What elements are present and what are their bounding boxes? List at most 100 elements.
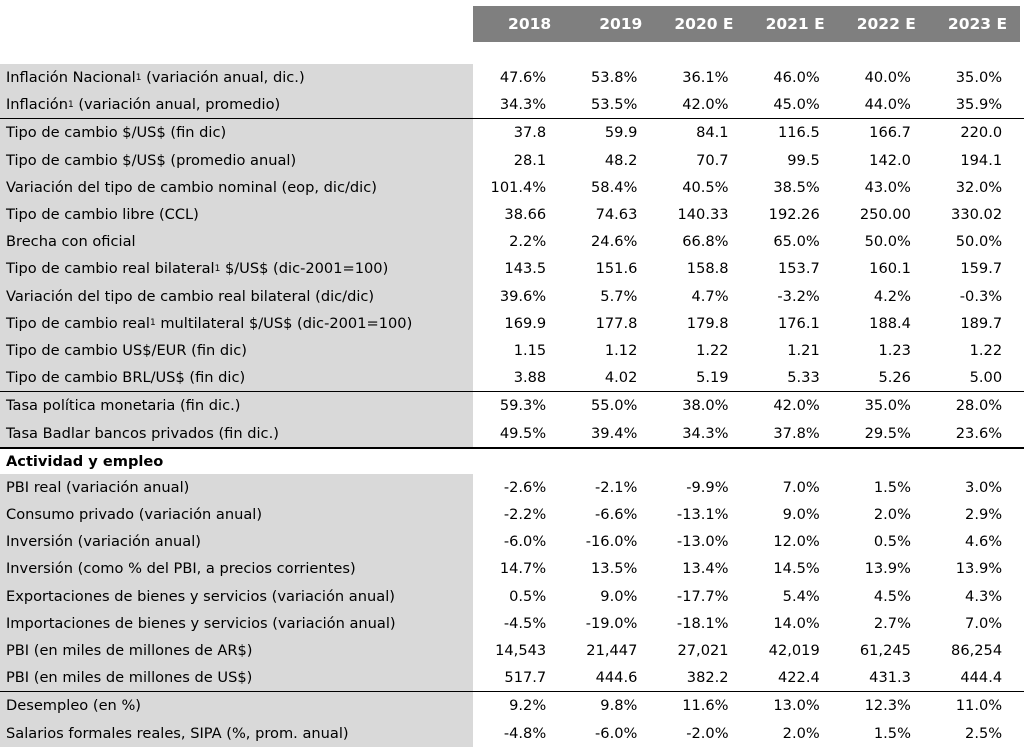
row-label: Tipo de cambio BRL/US$ (fin dic) [0, 364, 473, 392]
value-cell: 37.8 [513, 124, 547, 142]
value-cell: 5.00 [969, 369, 1003, 387]
row-label: Salarios formales reales, SIPA (%, prom.… [0, 719, 473, 747]
value-cell: 330.02 [951, 206, 1003, 224]
table-row: Tipo de cambio libre (CCL) 38.66 74.63 140.… [0, 200, 1024, 229]
row-label-text: PBI (en miles de millones de AR$) [6, 642, 253, 660]
value-cell: -17.7% [676, 587, 729, 605]
value-cell: 38.66 [504, 206, 547, 224]
table-row: Tasa política monetaria (fin dic.) 59.3% 5… [0, 391, 1024, 420]
row-label: Brecha con oficial [0, 228, 473, 256]
table-row: PBI real (variación anual) -2.6% -2.1% -9.9… [0, 473, 1024, 501]
value-cell: 11.6% [682, 697, 729, 715]
value-cell: 47.6% [499, 69, 547, 87]
value-cell: -2.6% [503, 478, 547, 496]
value-cell: 55.0% [591, 397, 638, 415]
row-label-text: Salarios formales reales, SIPA (%, prom.… [6, 724, 349, 742]
value-cell: 1.22 [696, 341, 729, 359]
row-label: Tipo de cambio real bilateral 1 $/US$ (di… [0, 255, 473, 283]
value-cell: 1.21 [787, 341, 820, 359]
row-label-text: Inflación [6, 96, 68, 114]
value-cell: 101.4% [490, 178, 547, 196]
row-label: Variación del tipo de cambio nominal (eo… [0, 173, 473, 201]
table-row: Inversión (como % del PBI, a precios cor… [0, 555, 1024, 583]
value-cell: 9.0% [600, 587, 638, 605]
table-row: Inflación 1 (variación anual, promedio) 34… [0, 91, 1024, 119]
value-cell: 220.0 [960, 124, 1003, 142]
value-cell: 11.0% [955, 697, 1003, 715]
row-label: PBI (en miles de millones de US$) [0, 664, 473, 692]
table-row: Tipo de cambio real 1 multilateral $/US$ … [0, 309, 1024, 337]
value-cell: 34.3% [499, 96, 547, 114]
value-cell: 59.3% [499, 397, 547, 415]
value-cell: 5.26 [878, 369, 911, 387]
value-cell: 160.1 [869, 260, 911, 278]
value-cell: 189.7 [960, 314, 1003, 332]
column-header-cell: 2019 [599, 15, 643, 33]
row-label-text: Exportaciones de bienes y servicios (var… [6, 587, 395, 605]
value-cell: 12.3% [864, 697, 911, 715]
value-cell: 42,019 [768, 642, 820, 660]
value-cell: 0.5% [873, 533, 911, 551]
value-cell: 517.7 [504, 669, 547, 687]
value-cell: 1.12 [604, 341, 638, 359]
value-cell: -19.0% [585, 614, 638, 632]
row-label: PBI real (variación anual) [0, 473, 473, 501]
table-row: Variación del tipo de cambio nominal (eo… [0, 173, 1024, 201]
table-row: Importaciones de bienes y servicios (var… [0, 609, 1024, 637]
value-cell: 61,245 [859, 642, 911, 660]
table-row: Tasa Badlar bancos privados (fin dic.) 49… [0, 419, 1024, 447]
value-cell: 39.4% [591, 424, 638, 442]
value-cell: 2.5% [965, 724, 1003, 742]
value-cell: 176.1 [777, 314, 820, 332]
value-cell: 53.5% [591, 96, 638, 114]
value-cell: 35.0% [864, 397, 911, 415]
row-label: Consumo privado (variación anual) [0, 501, 473, 529]
value-cell: 4.3% [965, 587, 1003, 605]
value-cell: 45.0% [773, 96, 820, 114]
value-cell: 65.0% [773, 233, 820, 251]
value-cell: 9.2% [509, 697, 547, 715]
value-cell: 2.7% [873, 614, 911, 632]
value-cell: 140.33 [677, 206, 729, 224]
value-cell: 159.7 [960, 260, 1003, 278]
value-cell: -6.0% [503, 533, 547, 551]
value-cell: 3.0% [965, 478, 1003, 496]
value-cell: 36.1% [682, 69, 729, 87]
value-cell: 153.7 [777, 260, 820, 278]
value-cell: 38.5% [773, 178, 820, 196]
value-cell: 166.7 [869, 124, 911, 142]
value-cell: 192.26 [768, 206, 820, 224]
value-cell: 116.5 [777, 124, 820, 142]
row-label: Inflación Nacional 1 (variación anual, di… [0, 64, 473, 92]
value-cell: 99.5 [787, 151, 820, 169]
value-cell: 66.8% [682, 233, 729, 251]
table-row: PBI (en miles de millones de AR$) 14,543 2… [0, 636, 1024, 665]
value-cell: 48.2 [604, 151, 638, 169]
value-cell: 9.8% [600, 697, 638, 715]
value-cell: 188.4 [869, 314, 911, 332]
row-label-suffix: multilateral $/US$ (dic-2001=100) [155, 314, 413, 332]
value-cell: -2.0% [686, 724, 729, 742]
row-label: Desempleo (en %) [0, 692, 473, 720]
value-cell: 40.5% [682, 178, 729, 196]
row-label-text: Tipo de cambio real bilateral [6, 260, 215, 278]
value-cell: 21,447 [586, 642, 638, 660]
value-cell: -13.0% [676, 533, 729, 551]
value-cell: -2.1% [595, 478, 638, 496]
value-cell: 28.1 [513, 151, 547, 169]
value-cell: -13.1% [676, 506, 729, 524]
value-cell: -4.8% [503, 724, 547, 742]
value-cell: 13.0% [773, 697, 820, 715]
value-cell: 38.0% [682, 397, 729, 415]
value-cell: 27,021 [677, 642, 729, 660]
value-cell: 444.6 [595, 669, 638, 687]
value-cell: 13.9% [955, 560, 1003, 578]
value-cell: 422.4 [777, 669, 820, 687]
value-cell: 35.9% [955, 96, 1003, 114]
table-row: Tipo de cambio BRL/US$ (fin dic) 3.88 4.02… [0, 364, 1024, 392]
value-cell: 24.6% [591, 233, 638, 251]
table-row: PBI (en miles de millones de US$) 517.7 44… [0, 664, 1024, 692]
value-cell: 3.88 [513, 369, 547, 387]
value-cell: 4.02 [604, 369, 638, 387]
